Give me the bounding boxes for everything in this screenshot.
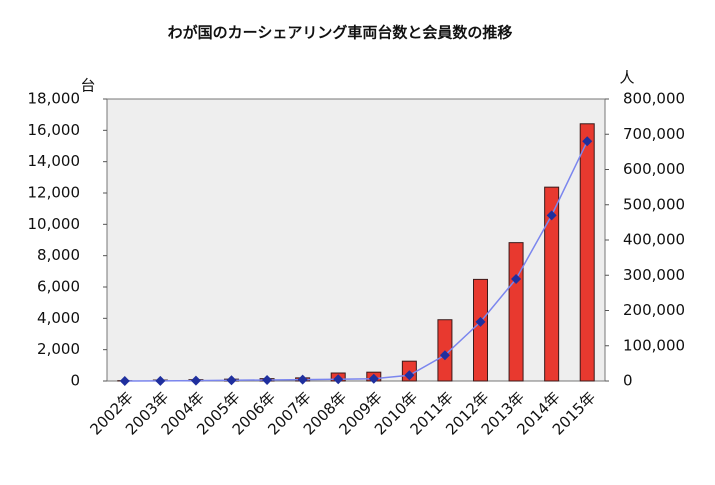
marker (582, 136, 593, 147)
marker (475, 316, 486, 327)
bar (473, 278, 488, 382)
chart-title: わが国のカーシェアリング車両台数と会員数の推移 (168, 24, 513, 42)
marker (119, 375, 130, 386)
marker (546, 210, 557, 221)
y2-tick-label: 500,000 (623, 195, 685, 213)
y2-tick-label: 300,000 (623, 266, 685, 284)
marker (439, 350, 450, 361)
marker (368, 373, 379, 384)
y-tick-label: 12,000 (28, 184, 81, 202)
marker (404, 370, 415, 381)
y-tick-label: 18,000 (28, 90, 81, 108)
y-axis-unit: 台 (80, 77, 95, 95)
y2-tick-label: 200,000 (623, 301, 685, 319)
y2-tick-label: 0 (623, 372, 633, 390)
y2-tick-label: 600,000 (623, 160, 685, 178)
marker (155, 375, 166, 386)
marker (511, 273, 522, 284)
marker (333, 374, 344, 385)
bar (579, 123, 595, 382)
marker (297, 374, 308, 385)
y-tick-label: 14,000 (28, 152, 81, 170)
y-tick-label: 4,000 (37, 309, 80, 327)
y-tick-label: 0 (70, 372, 80, 390)
plot-area (106, 98, 606, 382)
y2-axis-unit: 人 (619, 69, 634, 87)
marker (226, 375, 237, 386)
y2-tick-label: 400,000 (623, 231, 685, 249)
y-tick-label: 8,000 (37, 246, 80, 264)
y2-tick-label: 800,000 (623, 90, 685, 108)
bar (508, 242, 524, 382)
y2-tick-label: 100,000 (623, 336, 685, 354)
y-tick-label: 2,000 (37, 340, 80, 358)
y-tick-label: 16,000 (28, 121, 81, 139)
y-tick-label: 6,000 (37, 278, 80, 296)
y2-tick-label: 700,000 (623, 125, 685, 143)
marker (262, 374, 273, 385)
y-tick-label: 10,000 (28, 215, 81, 233)
marker (190, 375, 201, 386)
bar (544, 186, 560, 382)
line (124, 140, 588, 382)
